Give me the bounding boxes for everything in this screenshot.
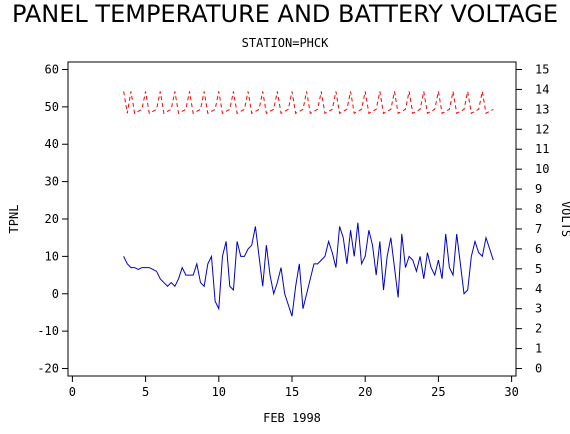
y2-tick-label: 4 bbox=[535, 282, 542, 296]
x-tick-label: 10 bbox=[212, 385, 226, 399]
y2-tick-label: 6 bbox=[535, 242, 542, 256]
y-tick-label: 10 bbox=[45, 249, 59, 263]
chart-subtitle: STATION=PHCK bbox=[242, 36, 329, 50]
y2-tick-label: 9 bbox=[535, 182, 542, 196]
y2-tick-label: 15 bbox=[535, 62, 549, 76]
y-tick-label: 60 bbox=[45, 62, 59, 76]
y2-tick-label: 5 bbox=[535, 262, 542, 276]
y-tick-label: 50 bbox=[45, 100, 59, 114]
y2-tick-label: 12 bbox=[535, 122, 549, 136]
y2-tick-label: 14 bbox=[535, 82, 549, 96]
x-tick-label: 0 bbox=[69, 385, 76, 399]
y2-tick-label: 1 bbox=[535, 342, 542, 356]
y2-tick-label: 3 bbox=[535, 302, 542, 316]
y-tick-label: 40 bbox=[45, 137, 59, 151]
y-tick-label: 30 bbox=[45, 175, 59, 189]
y-tick-label: 0 bbox=[52, 287, 59, 301]
y2-tick-label: 0 bbox=[535, 362, 542, 376]
y2-tick-label: 10 bbox=[535, 162, 549, 176]
y2-tick-label: 8 bbox=[535, 202, 542, 216]
y2-tick-label: 11 bbox=[535, 142, 549, 156]
y2-tick-label: 2 bbox=[535, 322, 542, 336]
y2-tick-label: 7 bbox=[535, 222, 542, 236]
y-tick-label: 20 bbox=[45, 212, 59, 226]
y-axis-label: TPNL bbox=[7, 205, 21, 234]
x-tick-label: 25 bbox=[431, 385, 445, 399]
series-line bbox=[123, 91, 494, 115]
x-tick-label: 5 bbox=[142, 385, 149, 399]
y-tick-label: -20 bbox=[37, 362, 59, 376]
x-axis-label: FEB 1998 bbox=[263, 411, 321, 425]
y-tick-label: -10 bbox=[37, 324, 59, 338]
x-tick-label: 20 bbox=[358, 385, 372, 399]
series-line bbox=[123, 222, 494, 317]
x-tick-label: 30 bbox=[504, 385, 518, 399]
y2-axis-label: VOLTS bbox=[559, 201, 570, 237]
chart-title: PANEL TEMPERATURE AND BATTERY VOLTAGE bbox=[12, 0, 558, 28]
x-tick-label: 15 bbox=[285, 385, 299, 399]
y2-tick-label: 13 bbox=[535, 102, 549, 116]
